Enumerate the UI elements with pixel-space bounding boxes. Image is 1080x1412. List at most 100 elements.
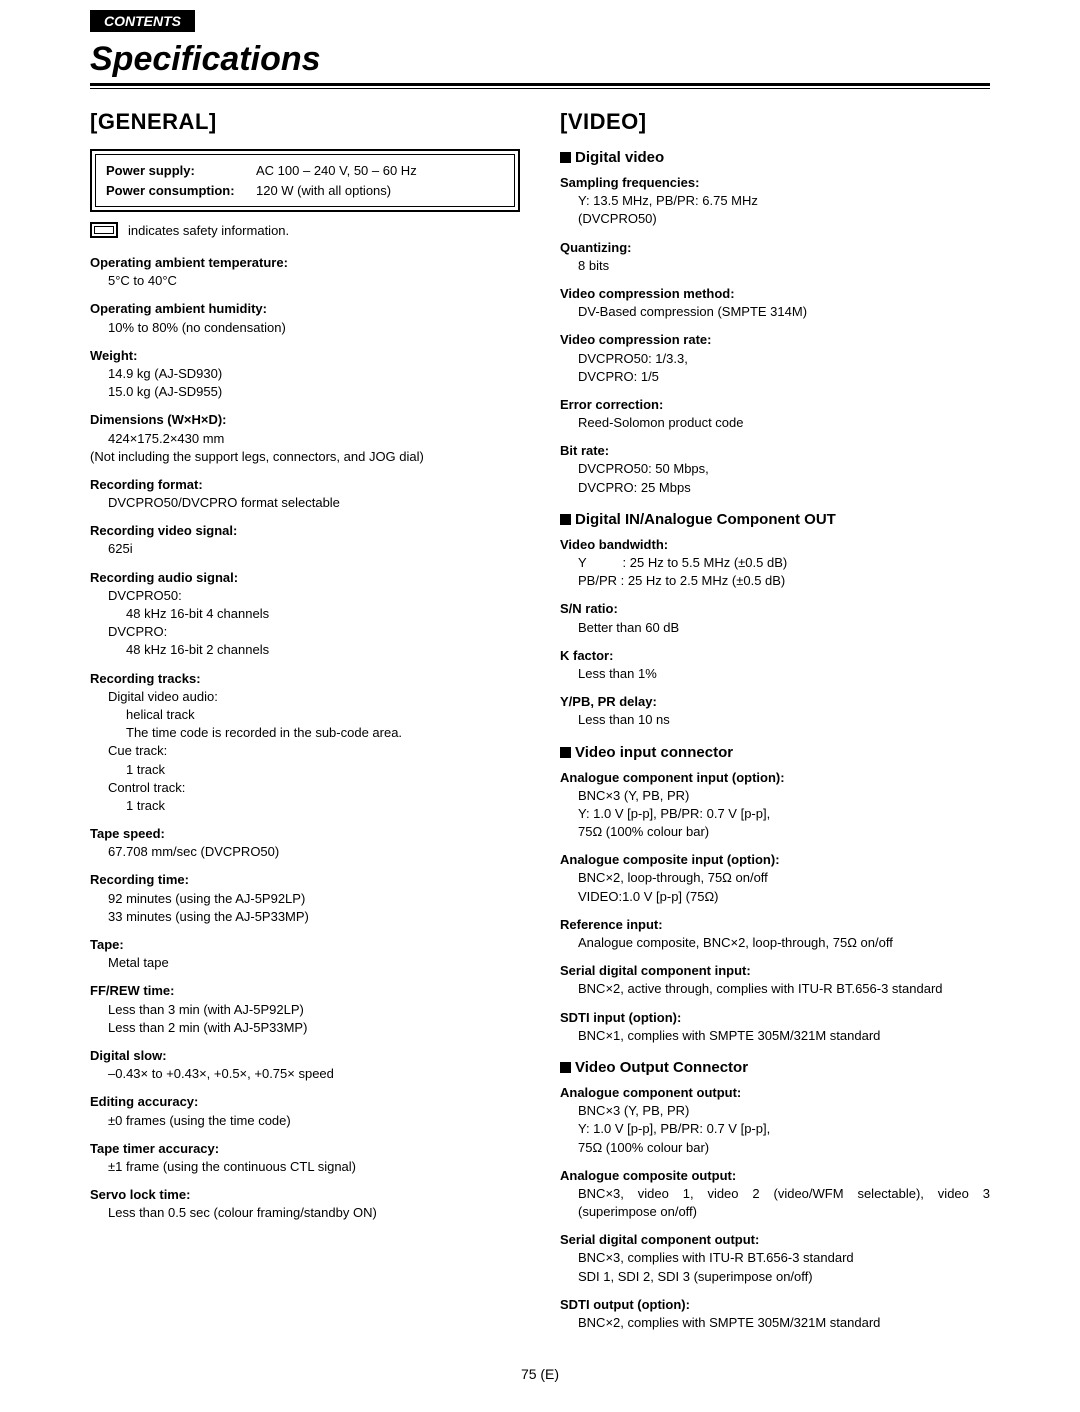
spec-item: Y/PB, PR delay:Less than 10 ns <box>560 693 990 729</box>
page-number: 75 (E) <box>90 1366 990 1382</box>
contents-tab[interactable]: CONTENTS <box>90 10 195 32</box>
spec-item: Recording tracks:Digital video audio:hel… <box>90 670 520 816</box>
power-consumption-value: 120 W (with all options) <box>256 181 391 201</box>
spec-label: FF/REW time: <box>90 982 520 1000</box>
spec-item: Error correction:Reed-Solomon product co… <box>560 396 990 432</box>
safety-note-row: indicates safety information. <box>90 222 520 238</box>
video-column: [VIDEO] Digital videoSampling frequencie… <box>560 109 990 1342</box>
spec-value-line: DVCPRO50: 50 Mbps, <box>578 460 990 478</box>
power-supply-label: Power supply: <box>106 161 256 181</box>
spec-value-line: 33 minutes (using the AJ-5P33MP) <box>108 908 520 926</box>
safety-note-text: indicates safety information. <box>128 223 289 238</box>
spec-value: Y : 25 Hz to 5.5 MHz (±0.5 dB)PB/PR : 25… <box>560 554 990 590</box>
spec-value-line: 75Ω (100% colour bar) <box>578 1139 990 1157</box>
spec-value-line: 92 minutes (using the AJ-5P92LP) <box>108 890 520 908</box>
spec-value-line: (Not including the support legs, connect… <box>90 448 520 466</box>
spec-value-line: Less than 3 min (with AJ-5P92LP) <box>108 1001 520 1019</box>
spec-item: Editing accuracy:±0 frames (using the ti… <box>90 1093 520 1129</box>
spec-item: Tape:Metal tape <box>90 936 520 972</box>
spec-value-line: 1 track <box>108 761 520 779</box>
spec-label: Weight: <box>90 347 520 365</box>
spec-value: 10% to 80% (no condensation) <box>90 319 520 337</box>
spec-label: Error correction: <box>560 396 990 414</box>
spec-label: Analogue composite output: <box>560 1167 990 1185</box>
spec-label: Bit rate: <box>560 442 990 460</box>
subsection-heading: Digital IN/Analogue Component OUT <box>560 511 990 528</box>
spec-item: Serial digital component input:BNC×2, ac… <box>560 962 990 998</box>
spec-value: BNC×3 (Y, PB, PR)Y: 1.0 V [p-p], PB/PR: … <box>560 1102 990 1157</box>
spec-value-line: DV-Based compression (SMPTE 314M) <box>578 303 990 321</box>
spec-value: BNC×1, complies with SMPTE 305M/321M sta… <box>560 1027 990 1045</box>
spec-label: Serial digital component output: <box>560 1231 990 1249</box>
subsection-title: Video Output Connector <box>575 1059 748 1076</box>
spec-value-line: Cue track: <box>108 742 520 760</box>
subsection-title: Video input connector <box>575 744 733 761</box>
spec-value-line: Y: 13.5 MHz, PB/PR: 6.75 MHz <box>578 192 990 210</box>
subsection-heading: Digital video <box>560 149 990 166</box>
spec-item: Serial digital component output:BNC×3, c… <box>560 1231 990 1286</box>
spec-item: Recording time:92 minutes (using the AJ-… <box>90 871 520 926</box>
square-bullet-icon <box>560 747 571 758</box>
spec-label: Video compression method: <box>560 285 990 303</box>
spec-item: Servo lock time:Less than 0.5 sec (colou… <box>90 1186 520 1222</box>
spec-item: K factor:Less than 1% <box>560 647 990 683</box>
spec-value-line: 48 kHz 16-bit 2 channels <box>108 641 520 659</box>
subsection-title: Digital video <box>575 149 664 166</box>
spec-item: Video bandwidth:Y : 25 Hz to 5.5 MHz (±0… <box>560 536 990 591</box>
spec-item: Analogue composite input (option):BNC×2,… <box>560 851 990 906</box>
spec-value: 5°C to 40°C <box>90 272 520 290</box>
spec-value-line: ±1 frame (using the continuous CTL signa… <box>108 1158 520 1176</box>
spec-item: Dimensions (W×H×D):424×175.2×430 mm(Not … <box>90 411 520 466</box>
spec-value-line: 8 bits <box>578 257 990 275</box>
spec-value-line: Control track: <box>108 779 520 797</box>
spec-value-line: DVCPRO: <box>108 623 520 641</box>
spec-label: Dimensions (W×H×D): <box>90 411 520 429</box>
subsection-heading: Video Output Connector <box>560 1059 990 1076</box>
spec-value: Y: 13.5 MHz, PB/PR: 6.75 MHz(DVCPRO50) <box>560 192 990 228</box>
spec-value-line: DVCPRO50: <box>108 587 520 605</box>
spec-value-line: BNC×2, loop-through, 75Ω on/off <box>578 869 990 887</box>
subsection-heading: Video input connector <box>560 744 990 761</box>
spec-label: Recording tracks: <box>90 670 520 688</box>
power-box: Power supply: AC 100 – 240 V, 50 – 60 Hz… <box>90 149 520 212</box>
spec-value-line: BNC×3 (Y, PB, PR) <box>578 1102 990 1120</box>
spec-item: Digital slow:–0.43× to +0.43×, +0.5×, +0… <box>90 1047 520 1083</box>
spec-value-line: VIDEO:1.0 V [p-p] (75Ω) <box>578 888 990 906</box>
spec-label: Y/PB, PR delay: <box>560 693 990 711</box>
spec-label: Recording time: <box>90 871 520 889</box>
spec-value: DV-Based compression (SMPTE 314M) <box>560 303 990 321</box>
spec-value: ±0 frames (using the time code) <box>90 1112 520 1130</box>
spec-value-line: BNC×3 (Y, PB, PR) <box>578 787 990 805</box>
spec-item: Tape speed:67.708 mm/sec (DVCPRO50) <box>90 825 520 861</box>
spec-item: SDTI output (option):BNC×2, complies wit… <box>560 1296 990 1332</box>
page-title: Specifications <box>90 40 990 79</box>
spec-value: BNC×2, complies with SMPTE 305M/321M sta… <box>560 1314 990 1332</box>
spec-value: 92 minutes (using the AJ-5P92LP)33 minut… <box>90 890 520 926</box>
spec-label: Digital slow: <box>90 1047 520 1065</box>
spec-value: BNC×3 (Y, PB, PR)Y: 1.0 V [p-p], PB/PR: … <box>560 787 990 842</box>
spec-value-line: 1 track <box>108 797 520 815</box>
spec-label: Video bandwidth: <box>560 536 990 554</box>
spec-label: Reference input: <box>560 916 990 934</box>
spec-value-line: 5°C to 40°C <box>108 272 520 290</box>
spec-value: Metal tape <box>90 954 520 972</box>
spec-item: Analogue component output:BNC×3 (Y, PB, … <box>560 1084 990 1157</box>
spec-value-line: –0.43× to +0.43×, +0.5×, +0.75× speed <box>108 1065 520 1083</box>
spec-item: Operating ambient temperature:5°C to 40°… <box>90 254 520 290</box>
spec-value: BNC×3, video 1, video 2 (video/WFM selec… <box>560 1185 990 1221</box>
spec-item: Weight:14.9 kg (AJ-SD930)15.0 kg (AJ-SD9… <box>90 347 520 402</box>
spec-label: Recording format: <box>90 476 520 494</box>
spec-label: Editing accuracy: <box>90 1093 520 1111</box>
spec-value-line: Less than 2 min (with AJ-5P33MP) <box>108 1019 520 1037</box>
spec-label: S/N ratio: <box>560 600 990 618</box>
spec-value: Analogue composite, BNC×2, loop-through,… <box>560 934 990 952</box>
spec-value: Less than 3 min (with AJ-5P92LP)Less tha… <box>90 1001 520 1037</box>
spec-value-line: Better than 60 dB <box>578 619 990 637</box>
spec-label: Recording audio signal: <box>90 569 520 587</box>
spec-value-line: 67.708 mm/sec (DVCPRO50) <box>108 843 520 861</box>
spec-value-line: The time code is recorded in the sub-cod… <box>108 724 520 742</box>
spec-value-line: 15.0 kg (AJ-SD955) <box>108 383 520 401</box>
spec-label: Operating ambient humidity: <box>90 300 520 318</box>
spec-value-line: (DVCPRO50) <box>578 210 990 228</box>
spec-value-line: Less than 0.5 sec (colour framing/standb… <box>108 1204 520 1222</box>
